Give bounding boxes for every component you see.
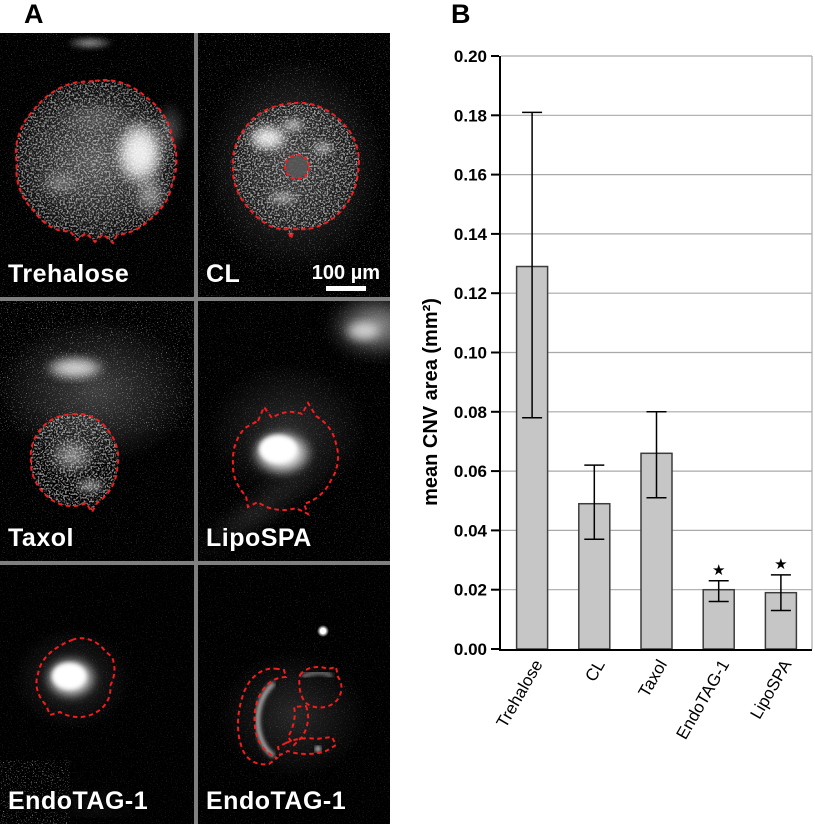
y-tick-label: 0.04 (454, 521, 488, 540)
lesion-outline (298, 665, 343, 709)
y-tick-label: 0.20 (454, 47, 487, 66)
micrograph-tile-endotag-left: EndoTAG-1 (0, 565, 194, 824)
micrograph-image (0, 301, 194, 561)
y-tick-label: 0.18 (454, 106, 487, 125)
micrograph-image (198, 565, 390, 824)
category-label: EndoTAG-1 (672, 657, 733, 743)
lesion-outline (231, 101, 360, 243)
panel-b: B Trehalose CL Taxol ★ EndoTAG-1 ★ LipoSPA 0.00… (420, 0, 815, 824)
tile-label: EndoTAG-1 (8, 787, 149, 815)
panel-b-label: B (451, 0, 471, 29)
scale-bar: 100 µm (312, 262, 380, 291)
y-tick-label: 0.10 (454, 344, 487, 363)
y-axis-title: mean CNV area (mm²) (420, 298, 442, 506)
lesion-outline (29, 412, 120, 514)
micrograph-image (0, 565, 194, 824)
micrograph-tile-endotag-right: EndoTAG-1 (198, 565, 390, 824)
micrograph-grid: Trehalose (0, 33, 390, 824)
scale-bar-line (325, 286, 366, 291)
lesion-outline (14, 79, 178, 245)
y-tick-label: 0.08 (454, 403, 487, 422)
tile-label: EndoTAG-1 (206, 787, 347, 815)
category-label: Taxol (635, 657, 671, 701)
significance-star: ★ (712, 562, 725, 579)
y-tick-label: 0.14 (454, 225, 488, 244)
micrograph-image (0, 33, 194, 297)
tile-label: CL (206, 260, 241, 288)
micrograph-tile-lipospa: LipoSPA (198, 301, 390, 561)
lesion-outline (231, 401, 340, 517)
cnv-bar-chart: Trehalose CL Taxol ★ EndoTAG-1 ★ LipoSPA 0.00 0.… (420, 47, 813, 743)
y-tick-label: 0.16 (454, 166, 487, 185)
micrograph-image (198, 33, 390, 297)
category-label: CL (581, 657, 608, 685)
lesion-inner-outline (284, 154, 310, 180)
scale-bar-label: 100 µm (311, 262, 380, 284)
y-tick-label: 0.02 (454, 581, 487, 600)
lesion-outline (276, 735, 338, 757)
panel-a-label: A (24, 0, 44, 29)
micrograph-tile-trehalose: Trehalose (0, 33, 194, 297)
lesion-outline (35, 637, 116, 718)
category-label: LipoSPA (746, 656, 795, 722)
panel-a: A (0, 0, 390, 824)
category-label: Trehalose (493, 657, 547, 731)
lesion-outline (286, 704, 310, 747)
tile-label: Trehalose (8, 260, 130, 288)
y-tick-label: 0.12 (454, 284, 487, 303)
micrograph-tile-taxol: Taxol (0, 301, 194, 561)
micrograph-image (198, 301, 390, 561)
micrograph-tile-cl: CL 100 µm (198, 33, 390, 297)
y-tick-label: 0.00 (454, 640, 487, 659)
tile-label: Taxol (8, 524, 74, 552)
significance-star: ★ (774, 556, 787, 573)
y-tick-label: 0.06 (454, 462, 487, 481)
tile-label: LipoSPA (206, 524, 312, 552)
lesion-outline (237, 667, 288, 766)
